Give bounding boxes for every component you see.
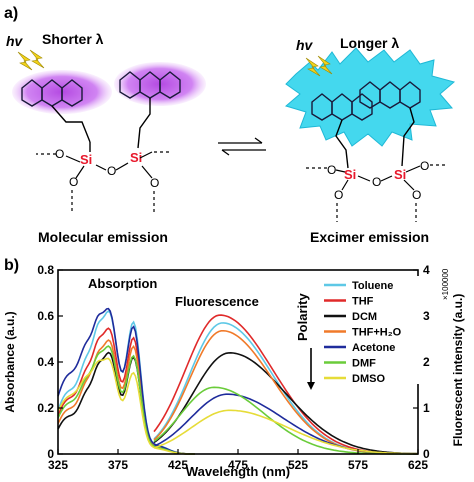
y-left-tick-label-4: 0.8 xyxy=(37,263,54,277)
vinyl-link-excimer-right xyxy=(401,107,415,167)
anthracene-stack xyxy=(311,81,421,121)
legend-entry-1: THF xyxy=(352,296,374,308)
legend-box xyxy=(318,276,422,384)
fluorescence-annotation: Fluorescence xyxy=(175,294,259,309)
fluorescence-curve-4 xyxy=(153,393,418,455)
o-atom-right-c: O xyxy=(420,159,429,173)
x-tick-label-5: 575 xyxy=(348,458,368,472)
anthracene-left xyxy=(21,79,83,107)
siloxane-left: Si Si O O O O xyxy=(36,142,172,212)
x-tick-label-4: 525 xyxy=(288,458,308,472)
legend-entry-3: THF+H₂O xyxy=(352,327,402,339)
o-atom-bridge-left: O xyxy=(107,164,116,178)
excimer-emission-caption: Excimer emission xyxy=(310,229,429,245)
y-right-tick-label-0: 0 xyxy=(423,447,430,461)
legend-entry-5: DMF xyxy=(352,358,376,370)
plot-area: 325 375 425 475 525 575 62500.20.40.60.801234W… xyxy=(3,263,465,479)
o-atom-left-b: O xyxy=(69,175,78,189)
right-axis-multiplier: ×100000 xyxy=(441,268,450,300)
y-right-tick-label-3: 3 xyxy=(423,309,430,323)
lightning-icon-right-1 xyxy=(305,57,321,77)
y-right-tick-label-2: 2 xyxy=(423,355,430,369)
y-axis-right-label: Fluorescent intensity (a.u.) xyxy=(451,294,465,447)
y-left-tick-label-1: 0.2 xyxy=(37,401,54,415)
siloxane-right: Si Si O O O O O xyxy=(306,159,448,222)
excimer-structure: Si Si O O O O O hv Longer λ xyxy=(284,35,456,245)
anthracene-right xyxy=(119,71,181,99)
hv-label-right: hv xyxy=(296,37,314,53)
y-left-tick-label-0: 0 xyxy=(47,447,54,461)
lightning-icon-left-1 xyxy=(17,51,33,71)
y-left-tick-label-3: 0.6 xyxy=(37,309,54,323)
polarity-indicator: Polarity xyxy=(295,293,315,390)
x-tick-label-1: 375 xyxy=(108,458,128,472)
vinyl-link-excimer-left xyxy=(335,119,349,169)
o-atom-right-d: O xyxy=(412,188,421,202)
si-atom-left-2: Si xyxy=(130,150,142,165)
vinyl-link-left xyxy=(51,105,91,143)
polarity-arrowhead-icon xyxy=(307,382,315,390)
si-atom-left-1: Si xyxy=(80,152,92,167)
o-atom-right-a: O xyxy=(327,163,336,177)
x-tick-label-0: 325 xyxy=(48,458,68,472)
panel-a: a) Si Si O O xyxy=(4,5,456,245)
absorption-annotation: Absorption xyxy=(88,276,157,291)
o-atom-right-b: O xyxy=(334,188,343,202)
legend-entry-4: Acetone xyxy=(352,342,395,354)
vinyl-link-right xyxy=(137,98,151,149)
molecular-emission-caption: Molecular emission xyxy=(38,229,168,245)
o-atom-bridge-right: O xyxy=(372,175,381,189)
fluorescence-curve-2 xyxy=(153,351,419,455)
legend-entry-0: Toluene xyxy=(352,280,393,292)
legend: Toluene THF DCM THF+H₂O Acetone DMF DMSO xyxy=(318,276,422,385)
shorter-wavelength-label: Shorter λ xyxy=(42,31,104,47)
si-atom-right-1: Si xyxy=(344,167,356,182)
molecular-structure: Si Si O O O O hv Shorter λ xyxy=(6,31,206,245)
panel-a-label: a) xyxy=(4,5,18,22)
x-tick-label-2: 425 xyxy=(168,458,188,472)
si-atom-right-2: Si xyxy=(394,167,406,182)
lightning-icon-left-2 xyxy=(29,49,45,69)
hv-label-left: hv xyxy=(6,33,24,49)
legend-entry-2: DCM xyxy=(352,311,377,323)
o-atom-left-a: O xyxy=(55,147,64,161)
panel-b: b) 325 375 425 475 525 575 62500.20.40.60.8012… xyxy=(3,257,465,479)
y-right-tick-label-1: 1 xyxy=(423,401,430,415)
o-atom-left-c: O xyxy=(150,176,159,190)
x-tick-label-6: 625 xyxy=(408,458,428,472)
lightning-icon-right-2 xyxy=(317,55,333,75)
panel-b-label: b) xyxy=(4,257,19,274)
excimer-glow-burst xyxy=(284,47,456,147)
y-left-tick-label-2: 0.4 xyxy=(37,355,54,369)
polarity-label: Polarity xyxy=(295,293,310,341)
longer-wavelength-label: Longer λ xyxy=(340,35,399,51)
y-right-tick-label-4: 4 xyxy=(423,263,430,277)
legend-entry-6: DMSO xyxy=(352,373,385,385)
x-tick-label-3: 475 xyxy=(228,458,248,472)
x-axis-label: Wavelength (nm) xyxy=(186,464,290,479)
fluorescence-curve-6 xyxy=(153,409,419,455)
y-axis-left-label: Absorbance (a.u.) xyxy=(3,311,17,412)
equilibrium-arrows xyxy=(218,137,266,156)
absorption-curve-6 xyxy=(57,357,195,455)
